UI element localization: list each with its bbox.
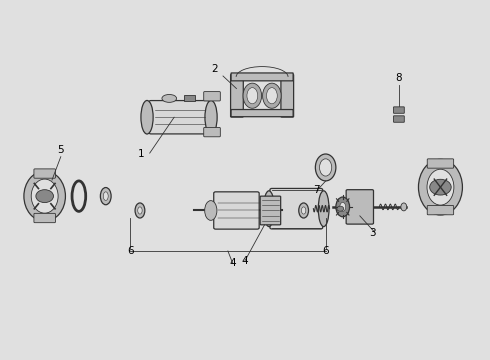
- FancyBboxPatch shape: [281, 75, 294, 117]
- FancyBboxPatch shape: [149, 100, 209, 134]
- Ellipse shape: [418, 159, 463, 215]
- FancyBboxPatch shape: [260, 196, 281, 225]
- FancyBboxPatch shape: [393, 107, 404, 113]
- Circle shape: [337, 206, 343, 211]
- Ellipse shape: [205, 100, 217, 134]
- Text: 8: 8: [395, 73, 402, 84]
- Bar: [184, 95, 195, 101]
- FancyBboxPatch shape: [346, 190, 373, 224]
- Ellipse shape: [427, 169, 454, 205]
- Ellipse shape: [318, 191, 329, 226]
- Ellipse shape: [24, 171, 66, 221]
- Ellipse shape: [316, 154, 336, 181]
- Ellipse shape: [141, 100, 153, 134]
- Text: 4: 4: [242, 256, 248, 266]
- Ellipse shape: [264, 191, 274, 226]
- Ellipse shape: [135, 203, 145, 218]
- FancyBboxPatch shape: [34, 169, 55, 178]
- Ellipse shape: [100, 188, 111, 205]
- Ellipse shape: [340, 202, 345, 211]
- Circle shape: [36, 190, 53, 203]
- Ellipse shape: [301, 207, 306, 214]
- Ellipse shape: [205, 201, 217, 220]
- Ellipse shape: [247, 87, 258, 104]
- Ellipse shape: [162, 94, 176, 102]
- Ellipse shape: [336, 197, 349, 217]
- Text: 3: 3: [369, 228, 376, 238]
- FancyBboxPatch shape: [34, 213, 55, 223]
- Ellipse shape: [31, 179, 58, 213]
- FancyBboxPatch shape: [204, 91, 221, 101]
- Ellipse shape: [319, 159, 332, 176]
- FancyBboxPatch shape: [204, 127, 221, 137]
- Ellipse shape: [263, 83, 281, 108]
- Text: 6: 6: [322, 246, 329, 256]
- Ellipse shape: [299, 203, 309, 218]
- Text: 1: 1: [138, 149, 145, 159]
- Circle shape: [430, 179, 451, 195]
- Text: 4: 4: [229, 258, 236, 268]
- Ellipse shape: [243, 83, 262, 108]
- Ellipse shape: [138, 207, 142, 214]
- Text: 6: 6: [127, 246, 133, 256]
- Ellipse shape: [103, 192, 108, 201]
- Ellipse shape: [401, 203, 407, 211]
- FancyBboxPatch shape: [393, 116, 404, 122]
- Text: 5: 5: [57, 145, 64, 155]
- FancyBboxPatch shape: [231, 73, 293, 81]
- Text: 2: 2: [212, 64, 218, 75]
- Ellipse shape: [267, 87, 277, 104]
- FancyBboxPatch shape: [231, 75, 244, 117]
- Text: 7: 7: [314, 185, 320, 194]
- FancyBboxPatch shape: [427, 206, 454, 215]
- FancyBboxPatch shape: [270, 188, 323, 229]
- FancyBboxPatch shape: [427, 159, 454, 168]
- FancyBboxPatch shape: [214, 192, 259, 229]
- FancyBboxPatch shape: [231, 109, 293, 117]
